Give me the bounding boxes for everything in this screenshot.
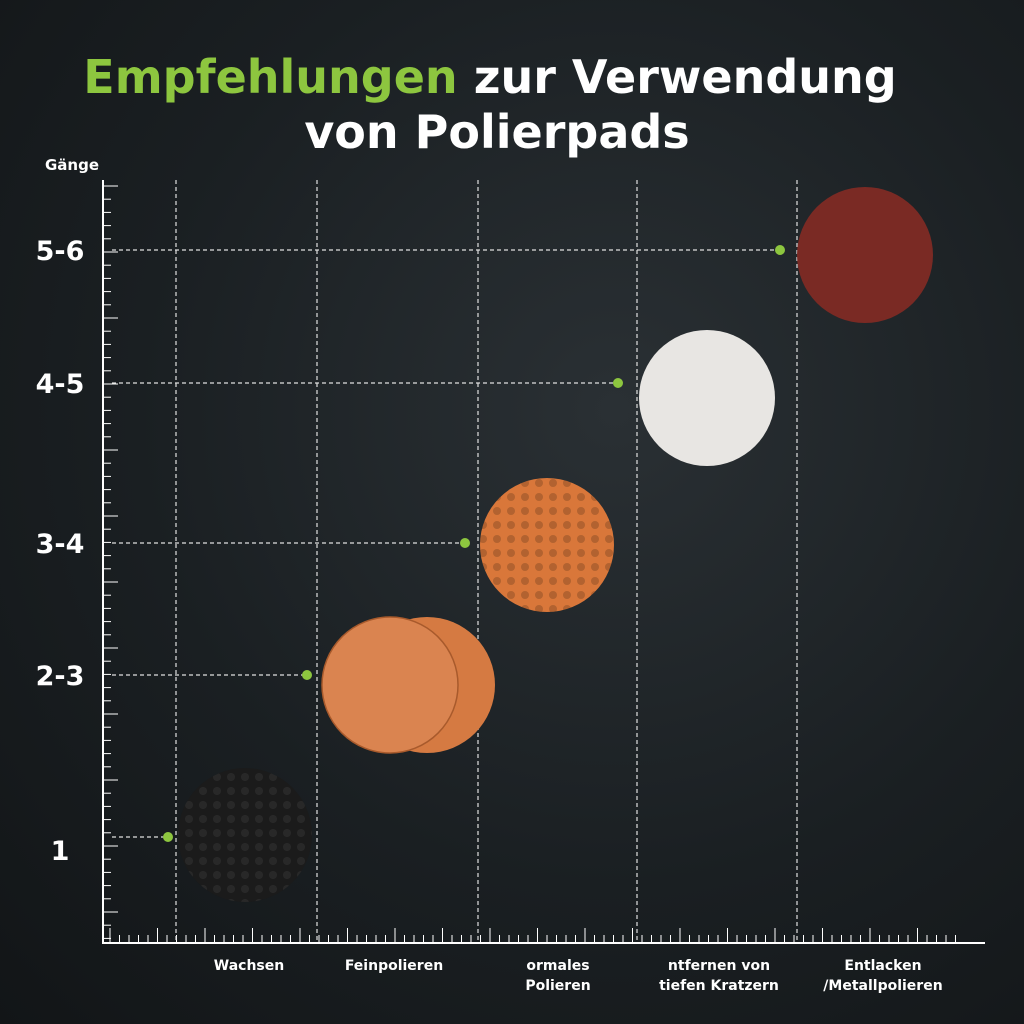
level-dot [302,670,312,680]
level-dot [613,378,623,388]
x-category-label: tiefen Kratzern [659,978,779,994]
pad-white [639,330,775,466]
y-level-label: 1 [51,836,70,867]
x-category-label: ntfernen von [668,958,770,974]
x-category-label: Polieren [525,978,590,994]
labels: Wachsen Feinpolieren ormales Polieren ntfern… [36,236,943,994]
y-level-label: 4-5 [36,369,85,400]
level-dot [163,832,173,842]
y-level-label: 2-3 [36,661,85,692]
level-dot [775,245,785,255]
title-line-1: Empfehlungen zur Verwendung [83,50,896,104]
y-level-label: 3-4 [36,529,85,560]
x-category-label: Feinpolieren [345,958,443,974]
x-category-label: /Metallpolieren [823,978,942,994]
title-rest: zur Verwendung [474,50,897,104]
title-highlight: Empfehlungen [83,50,457,104]
title-line-2: von Polierpads [304,105,689,159]
y-level-label: 5-6 [36,236,85,267]
level-dot [460,538,470,548]
y-axis-label: Gänge [45,156,99,174]
x-category-label: Wachsen [214,958,284,974]
pad-texture [480,478,614,612]
pad-red [797,187,933,323]
pad-texture [178,768,312,902]
x-category-label: ormales [526,958,589,974]
pad-orange-front [321,616,459,754]
x-category-label: Entlacken [844,958,921,974]
grid [102,180,985,944]
